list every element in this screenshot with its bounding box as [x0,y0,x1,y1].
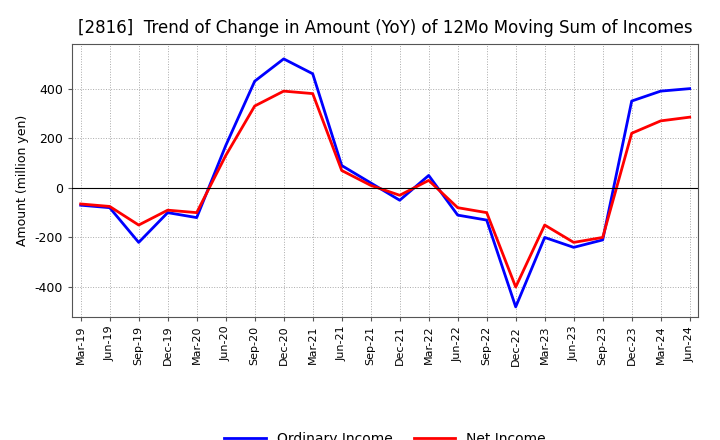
Ordinary Income [685,86,694,91]
Ordinary Income [76,202,85,208]
Net Income [279,88,288,94]
Net Income [366,183,375,188]
Title: [2816]  Trend of Change in Amount (YoY) of 12Mo Moving Sum of Incomes: [2816] Trend of Change in Amount (YoY) o… [78,19,693,37]
Ordinary Income [338,163,346,168]
Net Income [511,284,520,290]
Net Income [221,153,230,158]
Ordinary Income [511,304,520,309]
Net Income [657,118,665,124]
Ordinary Income [627,99,636,104]
Net Income [105,204,114,209]
Net Income [482,210,491,215]
Net Income [598,235,607,240]
Ordinary Income [598,237,607,242]
Ordinary Income [221,143,230,148]
Net Income [685,114,694,120]
Ordinary Income [135,240,143,245]
Net Income [192,210,201,215]
Ordinary Income [366,180,375,186]
Ordinary Income [251,79,259,84]
Ordinary Income [163,210,172,215]
Net Income [424,178,433,183]
Net Income [570,240,578,245]
Ordinary Income [482,217,491,223]
Net Income [395,193,404,198]
Net Income [163,208,172,213]
Net Income [454,205,462,210]
Ordinary Income [105,205,114,210]
Ordinary Income [541,235,549,240]
Net Income [308,91,317,96]
Net Income [627,131,636,136]
Net Income [541,222,549,227]
Line: Ordinary Income: Ordinary Income [81,59,690,307]
Ordinary Income [570,245,578,250]
Ordinary Income [454,213,462,218]
Y-axis label: Amount (million yen): Amount (million yen) [16,115,29,246]
Ordinary Income [279,56,288,62]
Net Income [135,222,143,227]
Ordinary Income [308,71,317,77]
Net Income [338,168,346,173]
Ordinary Income [424,173,433,178]
Ordinary Income [192,215,201,220]
Ordinary Income [657,88,665,94]
Net Income [251,103,259,109]
Net Income [76,202,85,207]
Line: Net Income: Net Income [81,91,690,287]
Legend: Ordinary Income, Net Income: Ordinary Income, Net Income [219,427,552,440]
Ordinary Income [395,198,404,203]
